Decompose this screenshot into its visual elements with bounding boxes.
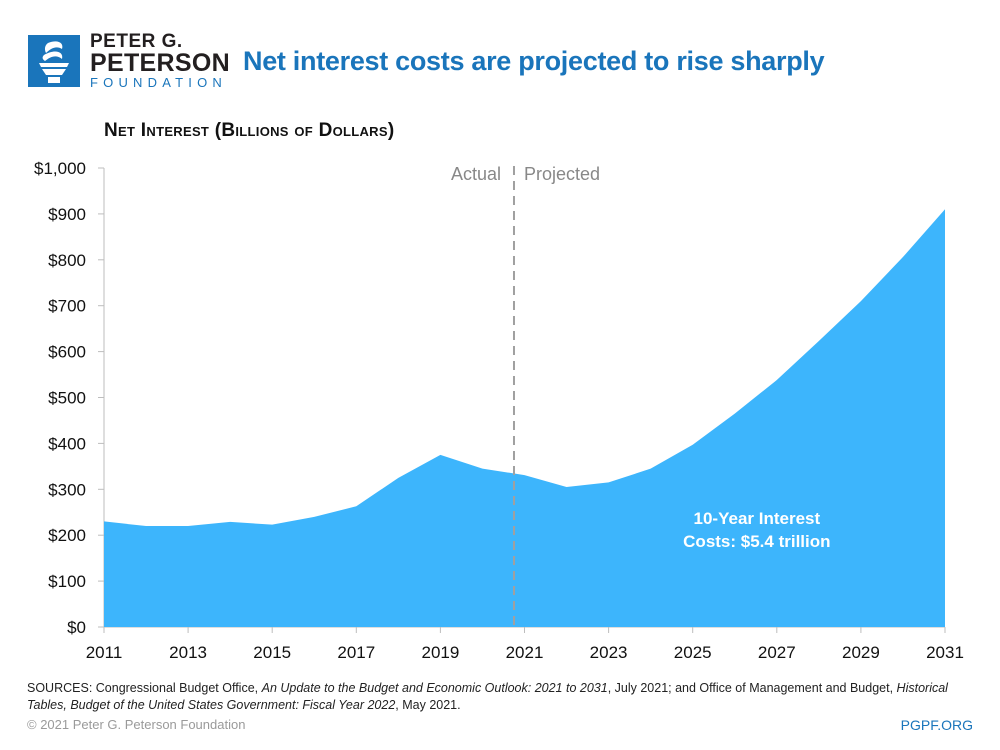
logo-line-3: FOUNDATION: [90, 75, 227, 90]
y-tick-label: $500: [48, 389, 86, 408]
sources-prefix: SOURCES: Congressional Budget Office,: [27, 681, 262, 695]
annotation-line-1: 10-Year Interest: [694, 509, 821, 528]
sources-suffix: , May 2021.: [395, 698, 461, 712]
y-tick-label: $1,000: [34, 159, 86, 178]
sources-title-2: Historical Tables, Budget of the United …: [27, 681, 948, 712]
site-link[interactable]: PGPF.ORG: [900, 717, 973, 733]
x-tick-label: 2027: [758, 643, 796, 662]
logo-line-1: PETER G.: [90, 31, 183, 52]
x-axis: 2011 2013 2015 2017 2019 2021 2023 2025 2027 2029…: [86, 626, 964, 662]
y-tick-label: $600: [48, 343, 86, 362]
sources-mid: , July 2021; and Office of Management an…: [607, 681, 897, 695]
actual-label: Actual: [451, 164, 501, 184]
x-tick-label: 2011: [86, 643, 123, 662]
x-tick-label: 2025: [674, 643, 712, 662]
y-tick-label: $700: [48, 297, 86, 316]
sources-note: SOURCES: Congressional Budget Office, An…: [27, 680, 967, 714]
y-tick-label: $400: [48, 434, 86, 453]
x-tick-label: 2021: [506, 643, 544, 662]
x-tick-label: 2013: [169, 643, 207, 662]
y-tick-label: $200: [48, 526, 86, 545]
x-tick-label: 2019: [421, 643, 459, 662]
y-tick-label: $800: [48, 251, 86, 270]
projected-label: Projected: [524, 164, 600, 184]
torch-icon: [39, 41, 69, 83]
x-tick-label: 2017: [337, 643, 375, 662]
sources-title-1: An Update to the Budget and Economic Out…: [261, 681, 608, 695]
y-tick-label: $0: [67, 618, 86, 637]
annotation-line-2: Costs: $5.4 trillion: [683, 532, 830, 551]
chart-subtitle: Net Interest (Billions of Dollars): [104, 120, 395, 141]
logo-torch-badge: [28, 35, 80, 87]
chart-title: Net interest costs are projected to rise…: [243, 46, 825, 76]
x-tick-label: 2023: [590, 643, 628, 662]
x-tick-label: 2031: [926, 643, 964, 662]
y-tick-label: $900: [48, 205, 86, 224]
y-tick-label: $100: [48, 572, 86, 591]
y-tick-label: $300: [48, 480, 86, 499]
copyright: © 2021 Peter G. Peterson Foundation: [27, 717, 246, 732]
y-axis: $0 $100 $200 $300 $400 $500 $600 $700 $800 $900 $1…: [34, 159, 105, 637]
x-tick-label: 2029: [842, 643, 880, 662]
net-interest-area: [104, 209, 945, 627]
logo-wordmark: PETER G. PETERSON FOUNDATION: [90, 32, 230, 91]
logo-line-2: PETERSON: [90, 49, 230, 77]
x-tick-label: 2015: [253, 643, 291, 662]
